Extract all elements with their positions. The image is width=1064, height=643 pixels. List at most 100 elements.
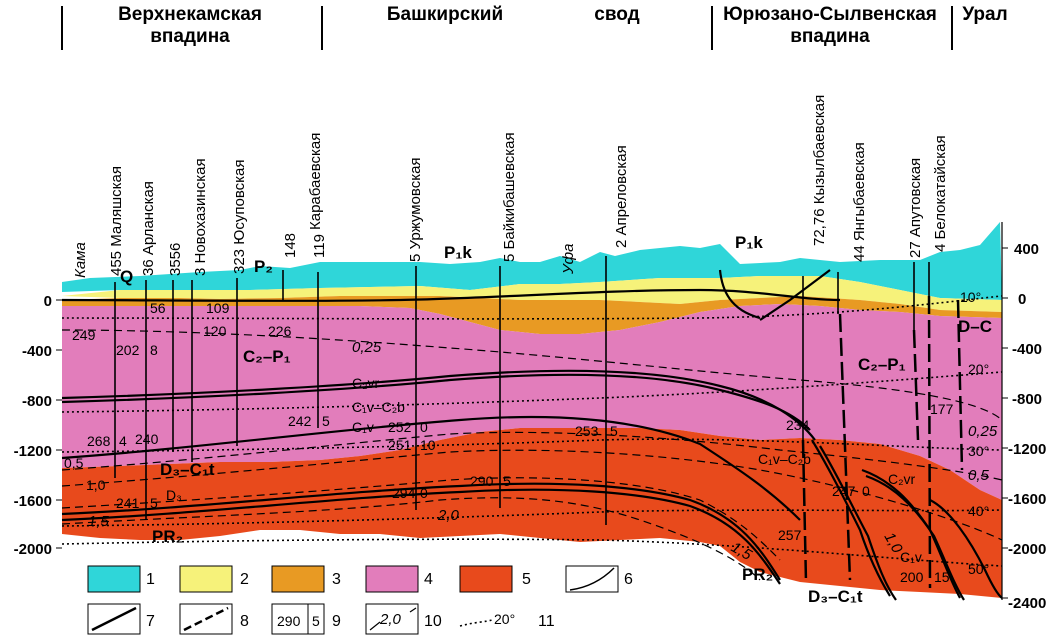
legend-line-10 [369, 607, 417, 631]
axis-tick-right: -400 [1012, 341, 1042, 358]
legend-iso-label: 2,0 [379, 611, 402, 628]
legend-swatch-10 [365, 603, 419, 635]
axis-tick-right: -2400 [1008, 595, 1046, 612]
well-label: Карабаевская [307, 133, 324, 230]
well-label: 148 [282, 233, 299, 258]
axis-tick-right: -1600 [1008, 491, 1046, 508]
legend-num: 2 [240, 571, 249, 588]
temperature-label: 50° [968, 561, 989, 577]
value-label: 0 [862, 483, 870, 499]
value-label: 109 [206, 300, 230, 316]
value-label: 5 [150, 495, 158, 511]
legend-box-value: 5 [312, 613, 320, 629]
value-label: 56 [150, 300, 166, 316]
legend-num: 3 [332, 571, 341, 588]
horizons [61, 269, 1003, 601]
axis-tick-right: -800 [1012, 391, 1042, 408]
isolines [61, 329, 1003, 581]
strat-label: D₃ [166, 487, 182, 503]
layer-5-red [62, 428, 1002, 598]
legend-box-value: 290 [277, 613, 301, 629]
value-label: 247 [832, 483, 856, 499]
value-label: 5 [322, 413, 330, 429]
axis-tick-left: -2000 [14, 541, 52, 558]
well-labels: 455 Маляшская 36 Арланская 3556 3 Новоха… [108, 95, 949, 276]
legend-swatch-2 [179, 565, 233, 593]
well-label: 119 [311, 234, 328, 258]
value-label: 0 [420, 485, 428, 501]
isoline-label: 0,5 [64, 455, 84, 471]
legend-num: 6 [624, 571, 633, 588]
legend-swatch-3 [271, 565, 325, 593]
well-lines-dashed [801, 295, 964, 589]
strat-label: D–C [958, 317, 992, 336]
well-label: 4 Белокатайская [932, 135, 949, 252]
isoline-label: 0,25 [968, 423, 998, 440]
value-label: 251 [388, 437, 412, 453]
legend-num: 9 [332, 613, 341, 630]
strat-label: PR₂ [742, 565, 773, 584]
legend-num: 1 [146, 571, 155, 588]
value-label: 5 [503, 473, 511, 489]
isoline-label: 2,0 [437, 507, 460, 524]
region-vpadina-2: впадина [790, 26, 870, 47]
value-label: 294 [392, 485, 416, 501]
well-label: 72,76 Кызылбаевская [811, 95, 828, 246]
strat-label: Q [120, 267, 133, 286]
region-vpadina-1: впадина [150, 26, 230, 47]
horizon-label: C₂vr [352, 375, 380, 391]
strat-label: P₁k [735, 233, 763, 252]
region-yuryuzano: Юрюзано-Сылвенская [723, 4, 937, 25]
value-label: 200 [900, 569, 924, 585]
well-label: 455 Маляшская [108, 166, 125, 276]
legend-line-8 [183, 606, 229, 632]
isoline-label: 0,5 [968, 467, 990, 484]
value-label: 120 [203, 323, 227, 339]
value-label: 8 [150, 342, 158, 358]
value-label: 241 [116, 495, 140, 511]
horizon-label: C₁v–C₂b [352, 399, 405, 415]
horizon-label: C₂vr [888, 471, 916, 487]
well-label: 3556 [167, 243, 184, 276]
well-values: 56 109 120 226 249 202 8 268 4 240 242 5… [72, 300, 954, 585]
legend-num: 4 [424, 571, 433, 588]
well-label: 3 Новохазинская [192, 158, 209, 276]
axis-tick-left: -800 [22, 393, 52, 410]
well-label: 36 Арланская [140, 181, 157, 276]
value-label: 253 [575, 423, 599, 439]
value-label: 242 [288, 413, 312, 429]
strat-label: PR₂ [152, 527, 183, 546]
legend-swatch-5 [459, 565, 513, 593]
value-label: 202 [116, 342, 140, 358]
value-label: 268 [87, 433, 111, 449]
temperature-label: 20° [968, 361, 989, 377]
legend-num: 8 [240, 613, 249, 630]
legend-num: 7 [146, 613, 155, 630]
region-bashkirsky: Башкирский [387, 4, 503, 25]
axis-tick-left: -1200 [14, 443, 52, 460]
temperature-lines [61, 295, 1003, 567]
isoline-label: 1,5 [88, 513, 110, 530]
well-label: 5 Байкибашевская [501, 132, 518, 262]
legend-line-7 [91, 606, 137, 632]
value-label: 15 [934, 569, 950, 585]
axis-tick-right: -2000 [1008, 541, 1046, 558]
legend-num: 5 [522, 571, 531, 588]
value-label: 0 [420, 419, 428, 435]
axis-tick-right: -1200 [1008, 441, 1046, 458]
value-label: 249 [72, 327, 96, 343]
strat-label: P₁k [444, 243, 472, 262]
temperature-label: 30° [968, 443, 989, 459]
legend-swatch-1 [87, 565, 141, 593]
legend-swatch-4 [365, 565, 419, 593]
horizon-label: C₁v [352, 419, 374, 435]
value-label: 240 [135, 431, 159, 447]
region-verkhnekamskaya: Верхнекамская [118, 4, 262, 25]
axis-left: 0 -400 -800 -1200 -1600 -2000 [14, 293, 62, 558]
axis-tick-left: 0 [44, 293, 52, 310]
axis-tick-left: -1600 [14, 493, 52, 510]
region-svod: свод [594, 4, 639, 25]
isoline-label: 1,0 [86, 477, 106, 493]
value-label: 5 [610, 423, 618, 439]
